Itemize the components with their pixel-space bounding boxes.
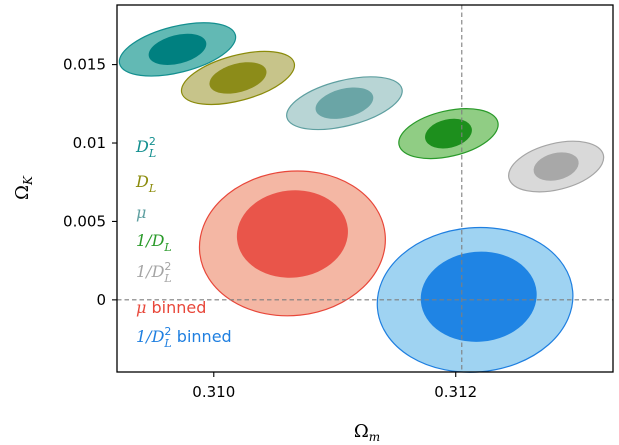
- x-tick-label: 0.312: [434, 383, 477, 401]
- legend-entry-4: 1/D2 L: [136, 260, 172, 285]
- y-tick-label: 0.01: [73, 134, 106, 152]
- legend-entry-3: 1/DL: [136, 231, 172, 254]
- contour-inner-1: [209, 62, 267, 94]
- x-tick-label: 0.310: [192, 383, 235, 401]
- contour-inner-2: [315, 87, 374, 119]
- reference-lines: [117, 5, 613, 372]
- y-axis-label: ΩK: [12, 175, 35, 200]
- legend: D2 L DL μ 1/DL 1/D2 L μ binned 1/D2 L binned: [135, 135, 232, 350]
- legend-entry-2: μ: [136, 203, 146, 222]
- legend-entry-5: μ binned: [136, 298, 206, 317]
- contour-inner-4: [533, 152, 579, 181]
- y-tick-label: 0.015: [63, 56, 106, 74]
- y-tick-label: 0.005: [63, 212, 106, 230]
- y-tick-label: 0: [96, 291, 106, 309]
- contour-inner-0: [148, 33, 207, 65]
- plot-frame: [116, 4, 614, 373]
- contour-inner-6: [420, 251, 537, 342]
- legend-entry-0: D2 L: [135, 135, 156, 160]
- legend-entry-6: 1/D2 L binned: [136, 325, 232, 350]
- contour-inner-3: [425, 118, 472, 149]
- x-axis-label: Ωm: [354, 421, 380, 444]
- contour-inner-5: [236, 190, 348, 278]
- contour-layer: [118, 22, 605, 373]
- axis-ticks: 0.310 0.312 0 0.005 0.01 0.015: [63, 56, 477, 401]
- legend-entry-1: DL: [135, 172, 156, 195]
